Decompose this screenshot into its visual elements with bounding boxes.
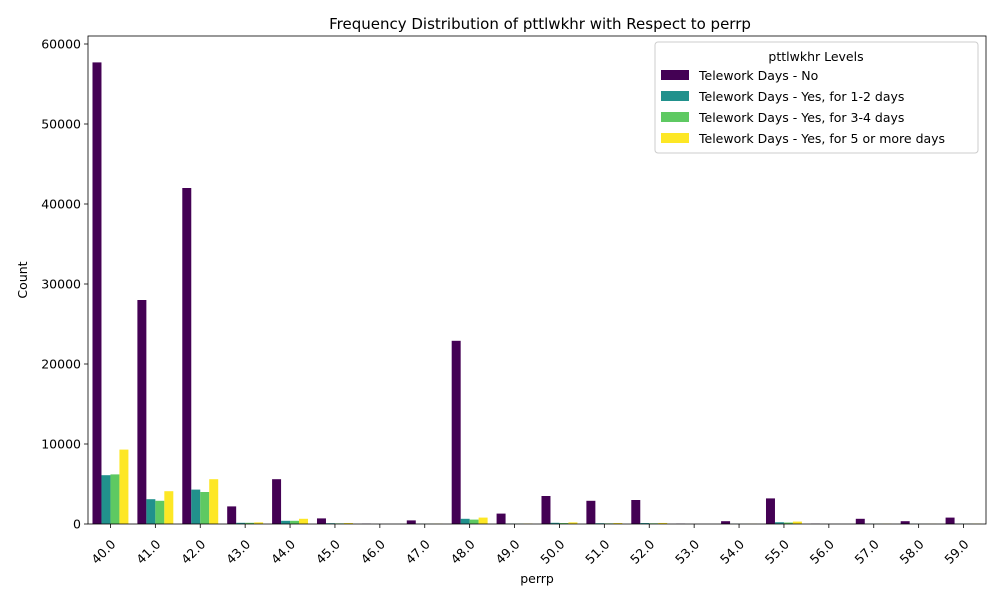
bar-44.0-series-1: [281, 520, 291, 524]
legend-title: pttlwkhr Levels: [768, 49, 863, 64]
bar-42.0-series-1: [191, 489, 201, 524]
x-tick-label: 41.0: [133, 536, 163, 566]
bar-43.0-series-2: [245, 522, 255, 524]
bar-55.0-series-0: [765, 498, 775, 524]
bar-55.0-series-2: [783, 522, 793, 524]
y-tick-label: 50000: [41, 117, 81, 132]
bar-45.0-series-1: [325, 523, 335, 524]
x-tick-label: 44.0: [268, 536, 298, 566]
y-tick-label: 0: [73, 517, 81, 532]
bar-50.0-series-2: [559, 523, 569, 524]
bar-40.0-series-1: [101, 475, 111, 524]
bar-45.0-series-3: [343, 523, 353, 524]
y-tick-label: 20000: [41, 357, 81, 372]
bar-48.0-series-3: [478, 517, 488, 524]
x-tick-label: 55.0: [762, 536, 792, 566]
bar-43.0-series-0: [227, 506, 237, 524]
bar-49.0-series-0: [496, 513, 506, 524]
bar-44.0-series-3: [299, 518, 309, 524]
x-tick-label: 40.0: [88, 536, 118, 566]
x-tick-label: 50.0: [537, 536, 567, 566]
y-tick-label: 10000: [41, 437, 81, 452]
legend-swatch: [661, 133, 689, 143]
bar-42.0-series-2: [200, 492, 210, 524]
x-tick-label: 53.0: [672, 536, 702, 566]
x-tick-label: 54.0: [717, 536, 747, 566]
x-tick-label: 43.0: [223, 536, 253, 566]
x-tick-label: 49.0: [492, 536, 522, 566]
bar-40.0-series-3: [119, 449, 129, 524]
x-tick-label: 56.0: [807, 536, 837, 566]
x-tick-label: 59.0: [941, 536, 971, 566]
bar-44.0-series-0: [272, 479, 282, 524]
bar-41.0-series-3: [164, 491, 174, 524]
bar-57.0-series-0: [855, 518, 865, 524]
legend-entry-label: Telework Days - Yes, for 3-4 days: [698, 110, 904, 125]
bar-43.0-series-1: [236, 522, 246, 524]
bar-45.0-series-0: [316, 518, 326, 524]
bar-51.0-series-0: [586, 500, 596, 524]
x-tick-label: 48.0: [447, 536, 477, 566]
legend-swatch: [661, 70, 689, 80]
y-tick-label: 40000: [41, 197, 81, 212]
bar-43.0-series-3: [254, 522, 264, 524]
bar-41.0-series-1: [146, 499, 156, 524]
x-axis: 40.0 41.0 42.0 43.0 44.0 45.0 46.0 47.0 48.0 49.0…: [88, 524, 972, 567]
x-tick-label: 47.0: [403, 536, 433, 566]
bar-59.0-series-0: [945, 517, 955, 524]
x-tick-label: 58.0: [896, 536, 926, 566]
bar-52.0-series-3: [658, 522, 668, 524]
bar-40.0-series-0: [92, 62, 102, 525]
bar-48.0-series-2: [469, 519, 479, 524]
legend-swatch: [661, 112, 689, 122]
legend-entry-label: Telework Days - Yes, for 1-2 days: [698, 89, 904, 104]
bar-48.0-series-1: [460, 518, 470, 524]
bars-layer: [92, 62, 982, 525]
bar-51.0-series-1: [595, 523, 605, 524]
y-axis: 0 10000 20000 30000 40000 50000 60000: [41, 37, 88, 532]
bar-50.0-series-1: [550, 522, 560, 524]
x-tick-label: 57.0: [852, 536, 882, 566]
bar-48.0-series-0: [451, 340, 461, 524]
legend-entry-label: Telework Days - Yes, for 5 or more days: [698, 131, 945, 146]
bar-41.0-series-2: [155, 500, 165, 524]
legend-entry-label: Telework Days - No: [698, 68, 818, 83]
y-axis-label: Count: [15, 261, 30, 298]
bar-51.0-series-3: [613, 523, 623, 524]
x-axis-label: perrp: [520, 571, 554, 586]
x-tick-label: 52.0: [627, 536, 657, 566]
legend: pttlwkhr Levels Telework Days - No Telewo…: [654, 41, 979, 154]
x-tick-label: 45.0: [313, 536, 343, 566]
bar-41.0-series-0: [137, 300, 147, 524]
x-tick-label: 42.0: [178, 536, 208, 566]
y-tick-label: 60000: [41, 37, 81, 52]
bar-52.0-series-0: [631, 500, 641, 524]
legend-box: [654, 41, 979, 154]
bar-42.0-series-3: [209, 479, 219, 524]
y-tick-label: 30000: [41, 277, 81, 292]
bar-42.0-series-0: [182, 188, 192, 524]
x-tick-label: 51.0: [582, 536, 612, 566]
bar-54.0-series-0: [721, 521, 731, 524]
chart-title: Frequency Distribution of pttlwkhr with …: [329, 15, 751, 33]
bar-55.0-series-1: [774, 522, 784, 524]
plot-frame: [87, 35, 987, 525]
bar-44.0-series-2: [290, 520, 300, 524]
bar-58.0-series-0: [900, 521, 910, 524]
bar-50.0-series-3: [568, 522, 578, 524]
legend-swatch: [661, 91, 689, 101]
bar-40.0-series-2: [110, 474, 120, 524]
x-tick-label: 46.0: [358, 536, 388, 566]
bar-52.0-series-1: [640, 523, 650, 524]
bar-55.0-series-3: [792, 521, 802, 524]
bar-47.0-series-0: [406, 520, 416, 524]
bar-50.0-series-0: [541, 496, 551, 524]
